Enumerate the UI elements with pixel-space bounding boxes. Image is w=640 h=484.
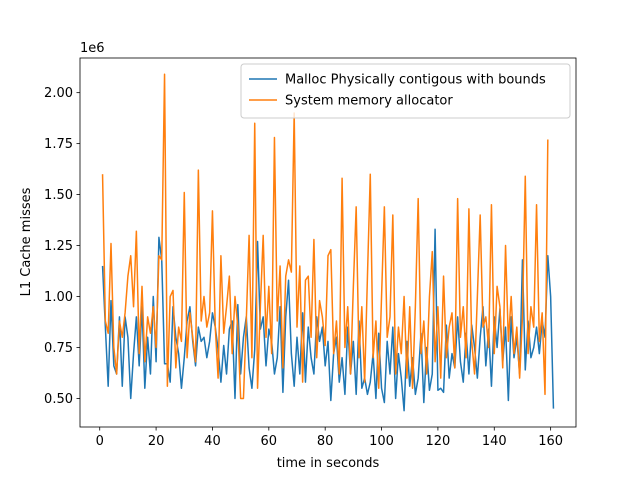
x-tick-label: 160 — [538, 434, 563, 449]
x-tick-label: 0 — [96, 434, 104, 449]
plot-frame — [79, 57, 577, 428]
legend-label: Malloc Physically contigous with bounds — [285, 73, 546, 88]
y-tick-label: 1.00 — [44, 290, 73, 305]
x-tick-label: 40 — [204, 434, 221, 449]
y-offset-label: 1e6 — [80, 41, 105, 56]
y-tick-label: 1.50 — [44, 188, 73, 203]
x-tick-label: 140 — [482, 434, 507, 449]
x-tick-label: 60 — [261, 434, 278, 449]
y-tick-label: 2.00 — [44, 86, 73, 101]
x-axis-label: time in seconds — [277, 456, 380, 471]
legend-box — [240, 63, 571, 119]
x-tick-label: 80 — [317, 434, 334, 449]
x-tick-label: 20 — [148, 434, 165, 449]
y-tick-label: 1.25 — [44, 239, 73, 254]
y-tick-label: 0.50 — [44, 392, 73, 407]
x-tick-label: 100 — [369, 434, 394, 449]
y-tick-label: 1.75 — [44, 137, 73, 152]
x-tick-label: 120 — [425, 434, 450, 449]
line-series — [101, 73, 549, 400]
legend-label: System memory allocator — [285, 94, 453, 109]
y-axis-label: L1 Cache misses — [19, 187, 34, 296]
y-tick-label: 0.75 — [44, 341, 73, 356]
